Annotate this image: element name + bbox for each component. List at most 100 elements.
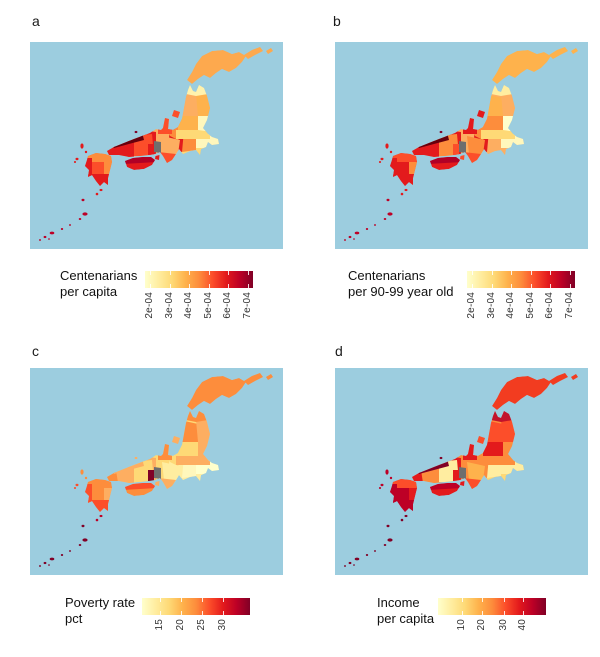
colorbar-tick-mark — [511, 284, 512, 288]
island-dot-okinawa — [348, 235, 352, 239]
island-dot-okinawa — [387, 538, 393, 542]
colorbar-tick-mark — [202, 611, 203, 615]
region-hokkaido-base — [187, 50, 246, 84]
region-yamagata — [483, 116, 503, 130]
colorbar-tick-mark — [160, 598, 161, 602]
colorbar-tick-mark — [482, 611, 483, 615]
region-yamagata — [178, 442, 198, 456]
island-awaji — [155, 155, 160, 160]
island-dot-okinawa — [43, 235, 47, 239]
legend-title-line2: pct — [65, 611, 83, 626]
colorbar-tick-label: 7e-04 — [564, 292, 575, 319]
island-dot-tanegashima — [95, 518, 99, 522]
colorbar-tick-mark — [189, 284, 190, 288]
colorbar-tick-mark — [472, 284, 473, 288]
island-dot-okinawa — [39, 565, 41, 567]
legend-title-line2: per 90-99 year old — [348, 284, 454, 299]
colorbar-tick-label: 4e-04 — [183, 292, 194, 319]
colorbar-tick-label: 15 — [154, 619, 165, 631]
region-fukushima — [481, 130, 515, 139]
colorbar-tick-mark — [531, 284, 532, 288]
region-fukushima — [176, 130, 210, 139]
colorbar-tick-label: 25 — [196, 619, 207, 631]
colorbar-tick-label: 5e-04 — [525, 292, 536, 319]
island-dot-okinawa — [48, 238, 50, 240]
region-kinki-east — [467, 462, 485, 480]
island-hokkaido — [187, 376, 246, 410]
colorbar-tick-mark — [550, 271, 551, 275]
island-dot-okinawa — [344, 239, 346, 241]
colorbar-tick-mark — [523, 611, 524, 615]
map-svg — [335, 368, 588, 575]
island-hokkaido — [266, 374, 273, 380]
region-osaka — [148, 470, 154, 481]
island-dot-okinawa — [69, 224, 71, 226]
region-yamagata — [178, 116, 198, 130]
island-dot-okinawa — [353, 564, 355, 566]
panel-b: b Centenarians per 90-99 year old 2e-04 3… — [300, 0, 600, 329]
island-dot-nagasaki — [75, 157, 79, 161]
island-hokkaido — [492, 50, 551, 84]
colorbar-tick-mark — [492, 284, 493, 288]
region-shikoku-north — [125, 483, 155, 490]
island-hokkaido — [549, 47, 568, 59]
region-nara — [154, 141, 161, 153]
colorbar-tick-mark — [202, 598, 203, 602]
japan-choropleth-map-a — [30, 42, 283, 249]
island-awaji — [460, 155, 465, 160]
island-dot-tsushima — [389, 476, 393, 480]
region-shikoku-north — [125, 157, 155, 164]
island-dot-nagasaki — [73, 161, 77, 163]
panel-letter-a: a — [32, 13, 40, 29]
island-dot-okinawa — [353, 238, 355, 240]
legend-title-a: Centenarians per capita — [60, 268, 137, 300]
legend-title-line1: Centenarians — [60, 268, 138, 283]
region-fukushima — [481, 456, 515, 465]
island-dot-nagasaki — [73, 487, 77, 489]
colorbar-b — [467, 271, 575, 288]
region-hokkaido-base — [187, 376, 246, 410]
island-sado — [172, 110, 180, 118]
island-dot-okinawa — [344, 565, 346, 567]
island-hokkaido — [571, 374, 578, 380]
colorbar-tick-label: 30 — [498, 619, 509, 631]
panel-c: c Poverty rate pct 15 20 25 30 — [0, 329, 300, 657]
colorbar-tick-mark — [492, 271, 493, 275]
island-dot-okinawa — [383, 218, 387, 220]
island-dot-nagasaki — [380, 157, 384, 161]
colorbar-tick-mark — [223, 611, 224, 615]
region-yamagata — [483, 442, 503, 456]
island-awaji — [460, 481, 465, 486]
island-dot-okinawa — [387, 212, 393, 216]
island-dot-tanegashima — [400, 518, 404, 522]
island-dot-tsushima — [385, 469, 389, 475]
island-dot-okinawa — [60, 228, 64, 230]
island-dot-tanegashima — [404, 188, 408, 192]
legend-title-d: Income per capita — [377, 595, 434, 627]
colorbar-tick-label: 4e-04 — [505, 292, 516, 319]
colorbar-tick-mark — [550, 284, 551, 288]
colorbar-tick-mark — [160, 611, 161, 615]
island-shikoku — [430, 157, 460, 170]
island-dot-okinawa — [49, 231, 55, 235]
colorbar-tick-mark — [228, 284, 229, 288]
colorbar-tick-mark — [462, 611, 463, 615]
colorbar-tick-mark — [511, 271, 512, 275]
legend-title-line2: per capita — [60, 284, 118, 299]
island-dot-tsushima — [389, 150, 393, 154]
island-hokkaido — [492, 376, 551, 410]
colorbar-tick-mark — [248, 271, 249, 275]
region-osaka — [453, 144, 459, 155]
colorbar-tick-mark — [228, 271, 229, 275]
colorbar-c — [142, 598, 250, 615]
colorbar-tick-mark — [170, 284, 171, 288]
island-dot-oki — [134, 130, 138, 134]
island-dot-oki — [439, 456, 443, 460]
island-dot-oki — [134, 456, 138, 460]
island-hokkaido — [244, 47, 263, 59]
panel-letter-b: b — [333, 13, 341, 29]
island-dot-okinawa — [374, 224, 376, 226]
island-hokkaido — [549, 373, 568, 385]
legend-title-line1: Centenarians — [348, 268, 426, 283]
colorbar-tick-label: 2e-04 — [144, 292, 155, 319]
